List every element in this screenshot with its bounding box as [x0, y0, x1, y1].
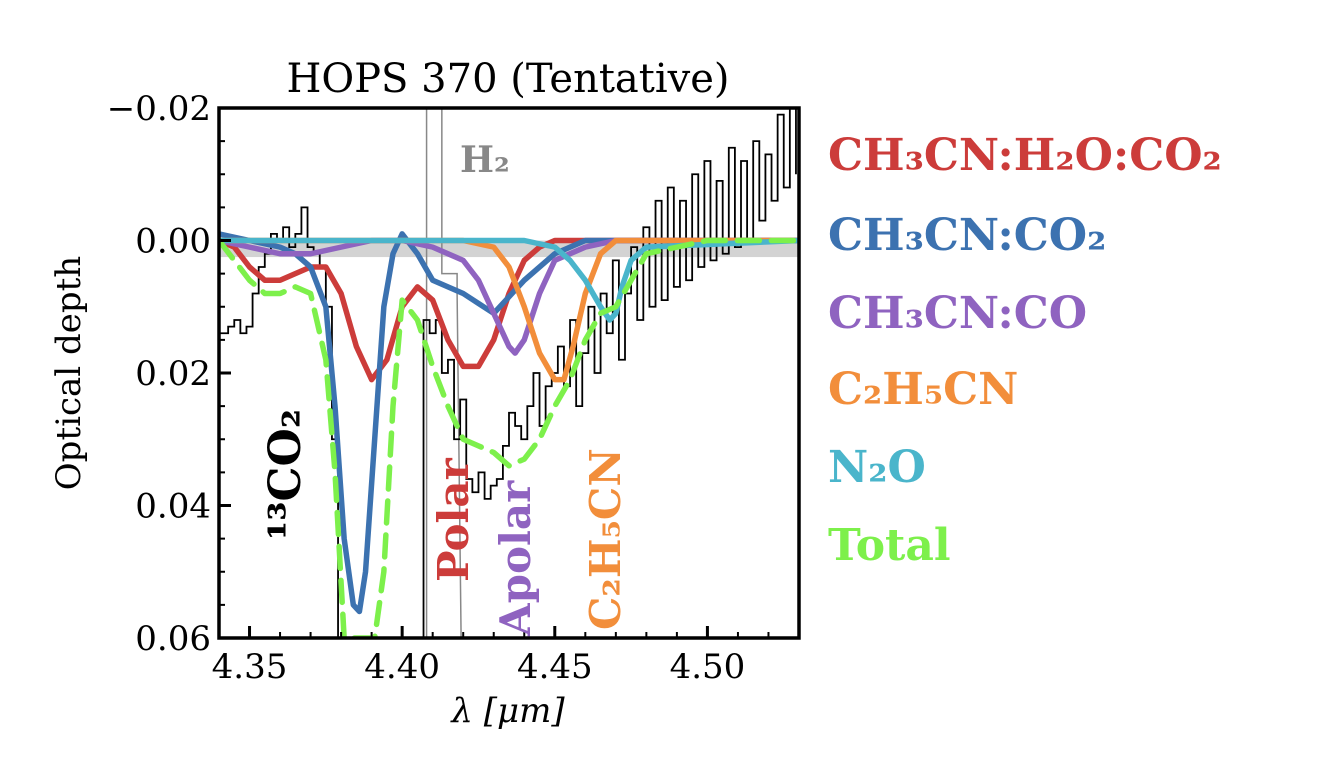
annotation-apolar: Apolar	[491, 480, 540, 637]
annotation-c2h5cn: C₂H₅CN	[581, 448, 630, 630]
legend-entry: CH₃CN:CO₂	[828, 210, 1106, 261]
legend-entry: C₂H₅CN	[828, 364, 1018, 415]
legend: CH₃CN:H₂O:CO₂ CH₃CN:CO₂ CH₃CN:CO C₂H₅CN …	[828, 130, 1222, 571]
x-axis-label: λ [μm]	[449, 691, 565, 731]
annotation-h2: H₂	[460, 139, 510, 181]
annotations: ¹³CO₂ Polar Apolar C₂H₅CN H₂	[260, 139, 630, 637]
y-tick-label: 0.06	[135, 619, 211, 659]
y-tick-label: 0.00	[135, 222, 211, 262]
series-line-5	[219, 237, 799, 638]
series-line-1	[219, 231, 799, 615]
series-line-4	[219, 237, 799, 323]
y-tick-label: 0.02	[135, 354, 211, 394]
y-tick-label: 0.04	[135, 487, 211, 527]
x-tick-label: 4.40	[364, 647, 440, 687]
annotation-polar: Polar	[429, 457, 478, 582]
axis-ticks: 4.35 4.40 4.45 4.50 −0.02 0.00 0.02 0.04 0.06	[107, 89, 800, 687]
x-tick-label: 4.35	[212, 647, 288, 687]
legend-entry: CH₃CN:CO	[828, 288, 1087, 339]
y-tick-label: −0.02	[107, 89, 211, 129]
legend-entry: Total	[828, 520, 951, 571]
series-line-2	[219, 237, 799, 356]
observed-spectrum	[219, 108, 797, 638]
y-axis-label: Optical depth	[49, 256, 89, 490]
annotation-13co2: ¹³CO₂	[260, 409, 311, 540]
x-tick-label: 4.45	[517, 647, 593, 687]
x-tick-label: 4.50	[670, 647, 746, 687]
legend-entry: N₂O	[828, 442, 926, 493]
plot-area	[219, 108, 799, 638]
plot-frame	[217, 106, 801, 640]
chart-title: HOPS 370 (Tentative)	[286, 56, 729, 102]
legend-entry: CH₃CN:H₂O:CO₂	[828, 130, 1222, 181]
